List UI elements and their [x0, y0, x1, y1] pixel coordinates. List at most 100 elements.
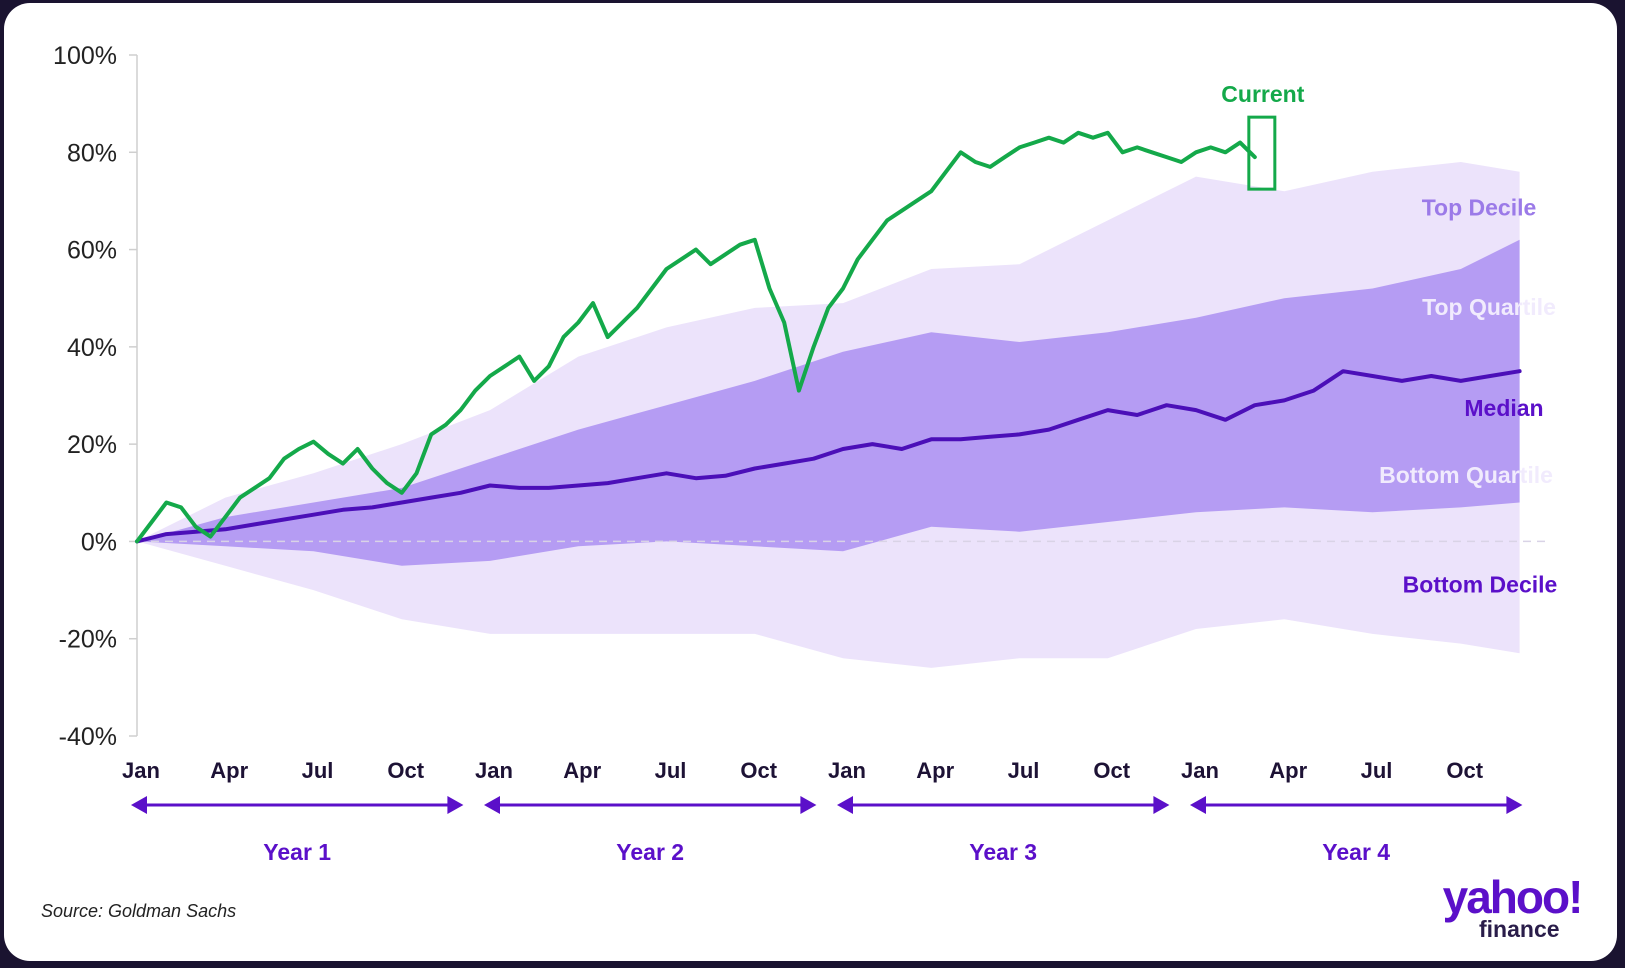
series-point-current: [429, 432, 433, 436]
series-point-current: [208, 535, 213, 539]
series-point-median: [223, 527, 227, 531]
series-point-current: [841, 286, 845, 291]
series-point-current: [885, 218, 889, 222]
series-point-current: [238, 496, 242, 500]
band-labels-layer: Top Decile Top Quartile Median Bottom Quart…: [1379, 195, 1557, 598]
x-month-label: Apr: [210, 758, 248, 783]
series-point-median: [959, 437, 963, 441]
series-point-median: [1282, 398, 1286, 402]
x-month-label: Jul: [655, 758, 687, 783]
series-point-current: [326, 452, 330, 456]
x-month-label: Jul: [1008, 758, 1040, 783]
series-point-current: [135, 539, 139, 544]
series-point-current: [944, 170, 948, 174]
series-point-median: [635, 476, 639, 480]
series-point-current: [459, 408, 463, 412]
series-point-median: [488, 483, 492, 488]
year-arrow-right-head: [1506, 796, 1523, 814]
label-median: Median: [1464, 395, 1543, 421]
series-point-median: [1223, 418, 1227, 422]
series-point-current: [444, 423, 448, 427]
year-arrow-left-head: [484, 796, 500, 814]
series-point-current: [959, 150, 963, 154]
source-note: Source: Goldman Sachs: [41, 901, 237, 921]
series-point-current: [1223, 150, 1227, 154]
label-bottom-quartile: Bottom Quartile: [1379, 462, 1553, 488]
series-point-median: [282, 517, 286, 522]
series-point-current: [1238, 141, 1242, 145]
label-top-decile: Top Decile: [1422, 195, 1537, 221]
series-point-current: [253, 486, 257, 490]
series-point-median: [812, 457, 816, 461]
series-point-current: [591, 301, 595, 305]
x-month-label: Jan: [1181, 758, 1219, 783]
series-point-current: [914, 199, 919, 203]
series-point-median: [900, 447, 904, 451]
series-point-current: [929, 189, 933, 193]
x-month-label: Jul: [1361, 758, 1393, 783]
series-point-current: [179, 505, 183, 509]
series-point-current: [620, 320, 625, 325]
series-point-median: [694, 476, 698, 480]
year-arrow-left-head: [1190, 796, 1206, 814]
series-point-current: [1179, 160, 1183, 164]
series-point-median: [1518, 369, 1522, 373]
x-month-label: Oct: [1446, 758, 1483, 783]
y-tick-label: 40%: [67, 334, 117, 362]
series-point-current: [1062, 141, 1066, 145]
series-point-current: [606, 335, 610, 339]
series-point-current: [1047, 136, 1051, 140]
series-point-current: [1150, 150, 1154, 154]
x-month-label: Oct: [1093, 758, 1130, 783]
logo-main-text: yahoo!: [1442, 871, 1584, 923]
x-month-label: Apr: [563, 758, 601, 783]
series-point-current: [1253, 155, 1257, 159]
series-point-current: [414, 471, 419, 475]
series-point-median: [664, 471, 669, 475]
series-point-current: [1209, 145, 1213, 149]
series-point-current: [150, 520, 154, 524]
series-point-current: [1106, 131, 1110, 135]
series-point-median: [753, 466, 757, 471]
x-axis: Jan Apr Jul Oct Jan Apr Jul Oct Jan Apr Jul Oct Jan A…: [122, 758, 1523, 865]
series-point-current: [517, 355, 522, 359]
series-point-current: [473, 389, 477, 393]
series-line-median: [135, 369, 1522, 544]
series-point-current: [1017, 145, 1022, 149]
series-point-current: [1135, 145, 1139, 149]
y-tick-label: 20%: [67, 431, 117, 459]
series-point-current: [532, 379, 536, 383]
series-layer: Current: [135, 81, 1522, 544]
series-point-median: [1194, 408, 1198, 412]
y-tick-label: 80%: [67, 139, 117, 167]
series-point-current: [812, 345, 816, 349]
y-tick-label: 100%: [53, 42, 117, 70]
series-point-median: [547, 486, 551, 490]
series-point-current: [1165, 155, 1169, 159]
series-point-current: [267, 476, 271, 480]
series-point-median: [1370, 374, 1375, 378]
x-month-label: Jan: [828, 758, 866, 783]
series-point-median: [1165, 403, 1169, 407]
series-point-current: [767, 286, 772, 291]
series-point-median: [841, 447, 845, 451]
series-point-current: [223, 515, 227, 519]
year-arrow-right-head: [447, 796, 464, 814]
series-point-median: [1400, 379, 1404, 383]
year-arrow-left-head: [837, 796, 853, 814]
series-point-current: [1003, 155, 1007, 159]
x-month-label: Apr: [916, 758, 954, 783]
series-point-current: [753, 238, 757, 242]
series-point-current: [1194, 150, 1198, 154]
series-point-current: [356, 447, 360, 451]
logo-sub-text: finance: [1479, 916, 1560, 942]
series-point-current: [870, 238, 875, 242]
series-point-current: [311, 440, 316, 444]
series-point-current: [797, 389, 801, 393]
series-point-median: [1253, 403, 1257, 407]
series-point-median: [1047, 428, 1051, 432]
series-point-median: [1341, 369, 1345, 373]
label-top-quartile: Top Quartile: [1422, 294, 1556, 320]
series-point-median: [1017, 432, 1022, 436]
series-point-median: [929, 437, 933, 441]
